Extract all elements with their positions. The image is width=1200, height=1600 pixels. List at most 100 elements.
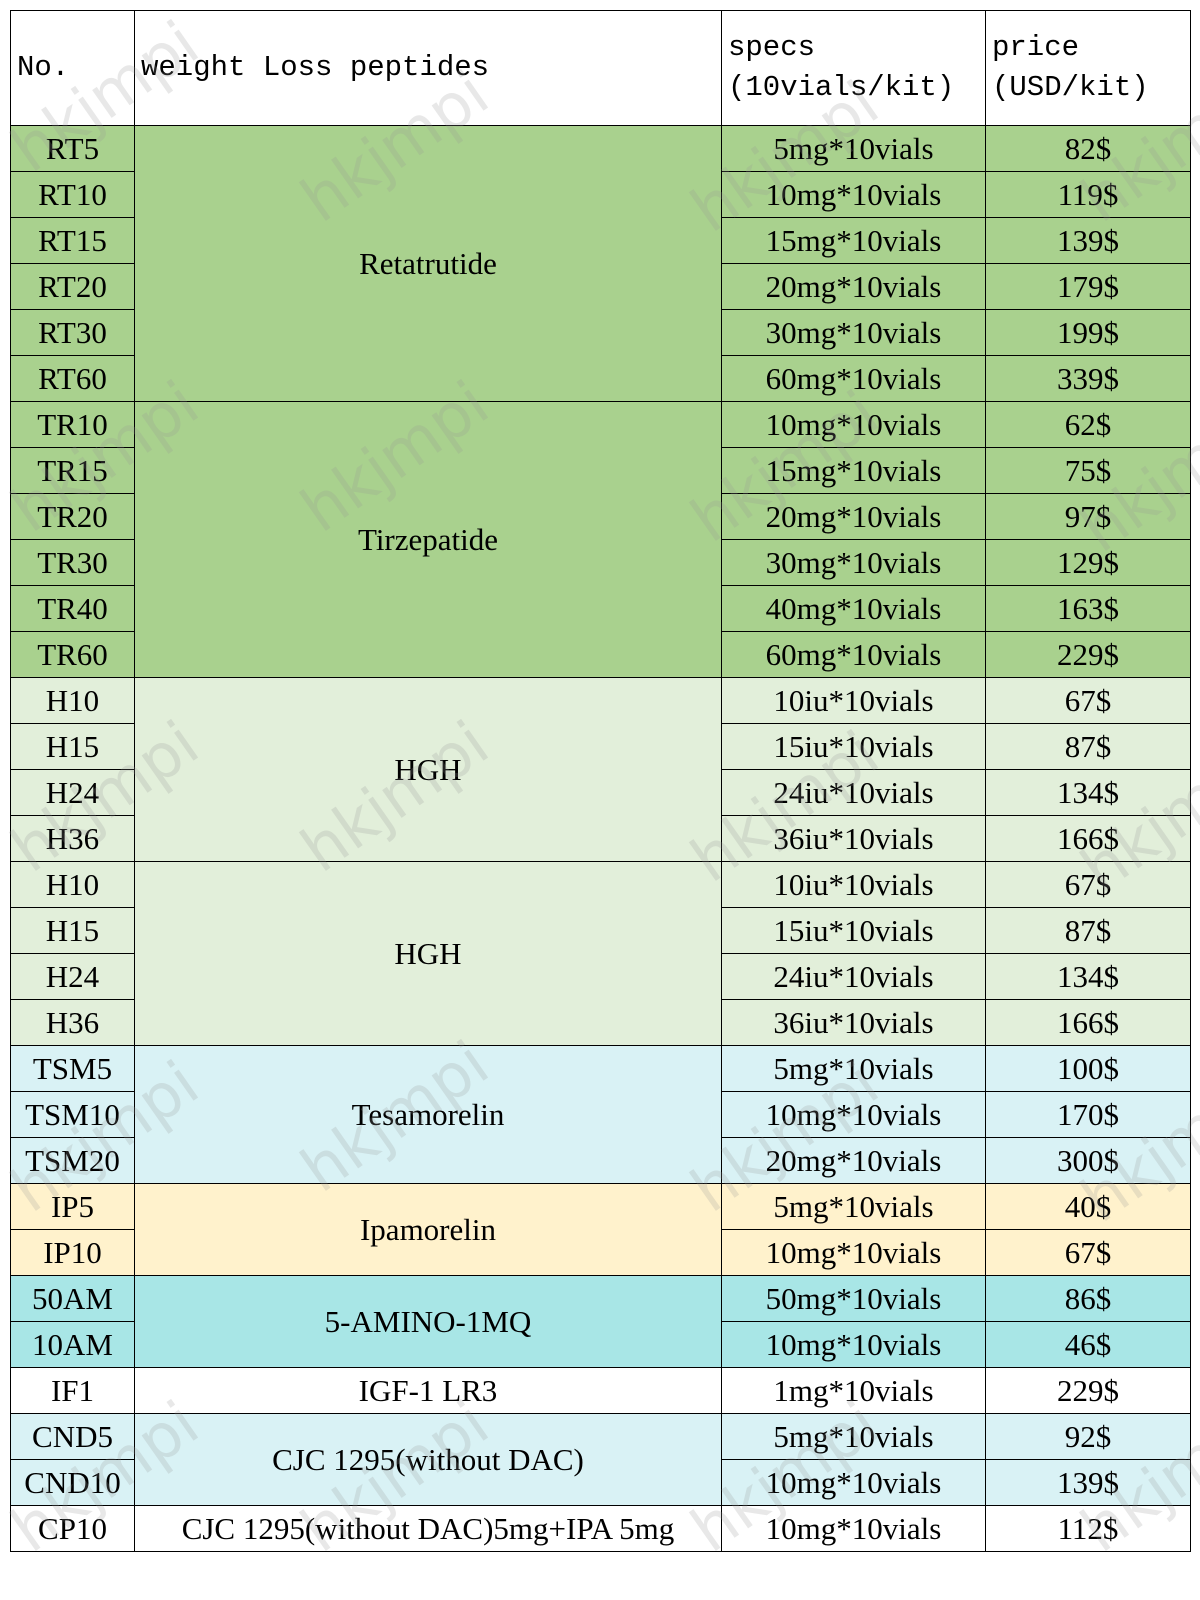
table-row: RT5 Retatrutide 5mg*10vials 82$ xyxy=(10,125,1191,402)
table-row: IP5 Ipamorelin 5mg*10vials 40$ xyxy=(10,1183,1191,1276)
code-cell: H36 xyxy=(10,815,135,862)
product-cell: IGF-1 LR3 xyxy=(134,1367,722,1414)
spec-cell: 10mg*10vials xyxy=(721,1229,986,1276)
table-row: IF1 IGF-1 LR3 1mg*10vials 229$ xyxy=(10,1367,1191,1414)
spec-cell: 10mg*10vials xyxy=(721,1091,986,1138)
price-cell: 300$ xyxy=(985,1137,1191,1184)
table-row: TR40 40mg*10vials 163$ xyxy=(10,585,1191,632)
price-cell: 129$ xyxy=(985,539,1191,586)
header-cell: specs (10vials/kit) xyxy=(721,10,986,126)
product-cell: HGH xyxy=(134,861,722,1046)
code-cell: H15 xyxy=(10,907,135,954)
code-cell: H15 xyxy=(10,723,135,770)
price-cell: 112$ xyxy=(985,1505,1191,1552)
table-row: H10 HGH 10iu*10vials 67$ xyxy=(10,677,1191,862)
spec-cell: 10mg*10vials xyxy=(721,401,986,448)
price-cell: 166$ xyxy=(985,815,1191,862)
product-cell: CJC 1295(without DAC) xyxy=(134,1413,722,1506)
spec-cell: 24iu*10vials xyxy=(721,769,986,816)
code-cell: H24 xyxy=(10,953,135,1000)
code-cell: 10AM xyxy=(10,1321,135,1368)
price-cell: 86$ xyxy=(985,1275,1191,1322)
code-cell: RT60 xyxy=(10,355,135,402)
price-cell: 139$ xyxy=(985,217,1191,264)
price-cell: 67$ xyxy=(985,1229,1191,1276)
code-cell: RT5 xyxy=(10,125,135,172)
code-cell: TR15 xyxy=(10,447,135,494)
spec-cell: 5mg*10vials xyxy=(721,1045,986,1092)
code-cell: H36 xyxy=(10,999,135,1046)
spec-cell: 5mg*10vials xyxy=(721,1413,986,1460)
code-cell: RT30 xyxy=(10,309,135,356)
spec-cell: 1mg*10vials xyxy=(721,1367,986,1414)
spec-cell: 5mg*10vials xyxy=(721,1183,986,1230)
product-cell: Ipamorelin xyxy=(134,1183,722,1276)
price-table: No. weight Loss peptides specs (10vials/… xyxy=(10,10,1191,1552)
header-row: No. weight Loss peptides specs (10vials/… xyxy=(10,10,1191,126)
spec-cell: 36iu*10vials xyxy=(721,999,986,1046)
header-cell: weight Loss peptides xyxy=(134,10,722,126)
product-cell: Retatrutide xyxy=(134,125,722,402)
table-row: CND5 CJC 1295(without DAC) 5mg*10vials 92$ xyxy=(10,1413,1191,1506)
spec-cell: 20mg*10vials xyxy=(721,1137,986,1184)
product-cell: 5-AMINO-1MQ xyxy=(134,1275,722,1368)
spec-cell: 10iu*10vials xyxy=(721,677,986,724)
header-cell: price (USD/kit) xyxy=(985,10,1191,126)
table-row: TR10 Tirzepatide 10mg*10vials 62$ xyxy=(10,401,1191,678)
spec-cell: 36iu*10vials xyxy=(721,815,986,862)
price-cell: 199$ xyxy=(985,309,1191,356)
spec-cell: 15mg*10vials xyxy=(721,217,986,264)
price-cell: 163$ xyxy=(985,585,1191,632)
price-cell: 229$ xyxy=(985,631,1191,678)
price-cell: 139$ xyxy=(985,1459,1191,1506)
code-cell: H24 xyxy=(10,769,135,816)
product-cell: HGH xyxy=(134,677,722,862)
code-cell: RT20 xyxy=(10,263,135,310)
price-cell: 46$ xyxy=(985,1321,1191,1368)
spec-cell: 15iu*10vials xyxy=(721,907,986,954)
spec-cell: 50mg*10vials xyxy=(721,1275,986,1322)
code-cell: IF1 xyxy=(10,1367,135,1414)
product-cell: Tirzepatide xyxy=(134,401,722,678)
price-cell: 67$ xyxy=(985,861,1191,908)
code-cell: TR10 xyxy=(10,401,135,448)
code-cell: CND5 xyxy=(10,1413,135,1460)
code-cell: H10 xyxy=(10,677,135,724)
spec-cell: 60mg*10vials xyxy=(721,355,986,402)
spec-cell: 20mg*10vials xyxy=(721,263,986,310)
spec-cell: 20mg*10vials xyxy=(721,493,986,540)
spec-cell: 10mg*10vials xyxy=(721,171,986,218)
price-cell: 87$ xyxy=(985,907,1191,954)
price-cell: 339$ xyxy=(985,355,1191,402)
price-cell: 229$ xyxy=(985,1367,1191,1414)
product-cell: CJC 1295(without DAC)5mg+IPA 5mg xyxy=(134,1505,722,1552)
code-cell: TR60 xyxy=(10,631,135,678)
price-cell: 67$ xyxy=(985,677,1191,724)
price-cell: 170$ xyxy=(985,1091,1191,1138)
code-cell: 50AM xyxy=(10,1275,135,1322)
spec-cell: 10iu*10vials xyxy=(721,861,986,908)
spec-cell: 10mg*10vials xyxy=(721,1321,986,1368)
table-row: CP10 CJC 1295(without DAC)5mg+IPA 5mg 10mg… xyxy=(10,1505,1191,1552)
price-cell: 62$ xyxy=(985,401,1191,448)
code-cell: IP10 xyxy=(10,1229,135,1276)
code-cell: CND10 xyxy=(10,1459,135,1506)
spec-cell: 60mg*10vials xyxy=(721,631,986,678)
price-cell: 87$ xyxy=(985,723,1191,770)
spec-cell: 10mg*10vials xyxy=(721,1505,986,1552)
spec-cell: 30mg*10vials xyxy=(721,539,986,586)
price-cell: 179$ xyxy=(985,263,1191,310)
price-cell: 92$ xyxy=(985,1413,1191,1460)
table-row: H10 HGH 10iu*10vials 67$ xyxy=(10,861,1191,1046)
spec-cell: 5mg*10vials xyxy=(721,125,986,172)
table-row: TSM5 Tesamorelin 5mg*10vials 100$ xyxy=(10,1045,1191,1184)
table-row: 50AM 5-AMINO-1MQ 50mg*10vials 86$ xyxy=(10,1275,1191,1368)
header-cell: No. xyxy=(10,10,135,126)
price-cell: 100$ xyxy=(985,1045,1191,1092)
code-cell: RT10 xyxy=(10,171,135,218)
spec-cell: 30mg*10vials xyxy=(721,309,986,356)
code-cell: RT15 xyxy=(10,217,135,264)
price-cell: 40$ xyxy=(985,1183,1191,1230)
price-cell: 134$ xyxy=(985,769,1191,816)
price-cell: 166$ xyxy=(985,999,1191,1046)
